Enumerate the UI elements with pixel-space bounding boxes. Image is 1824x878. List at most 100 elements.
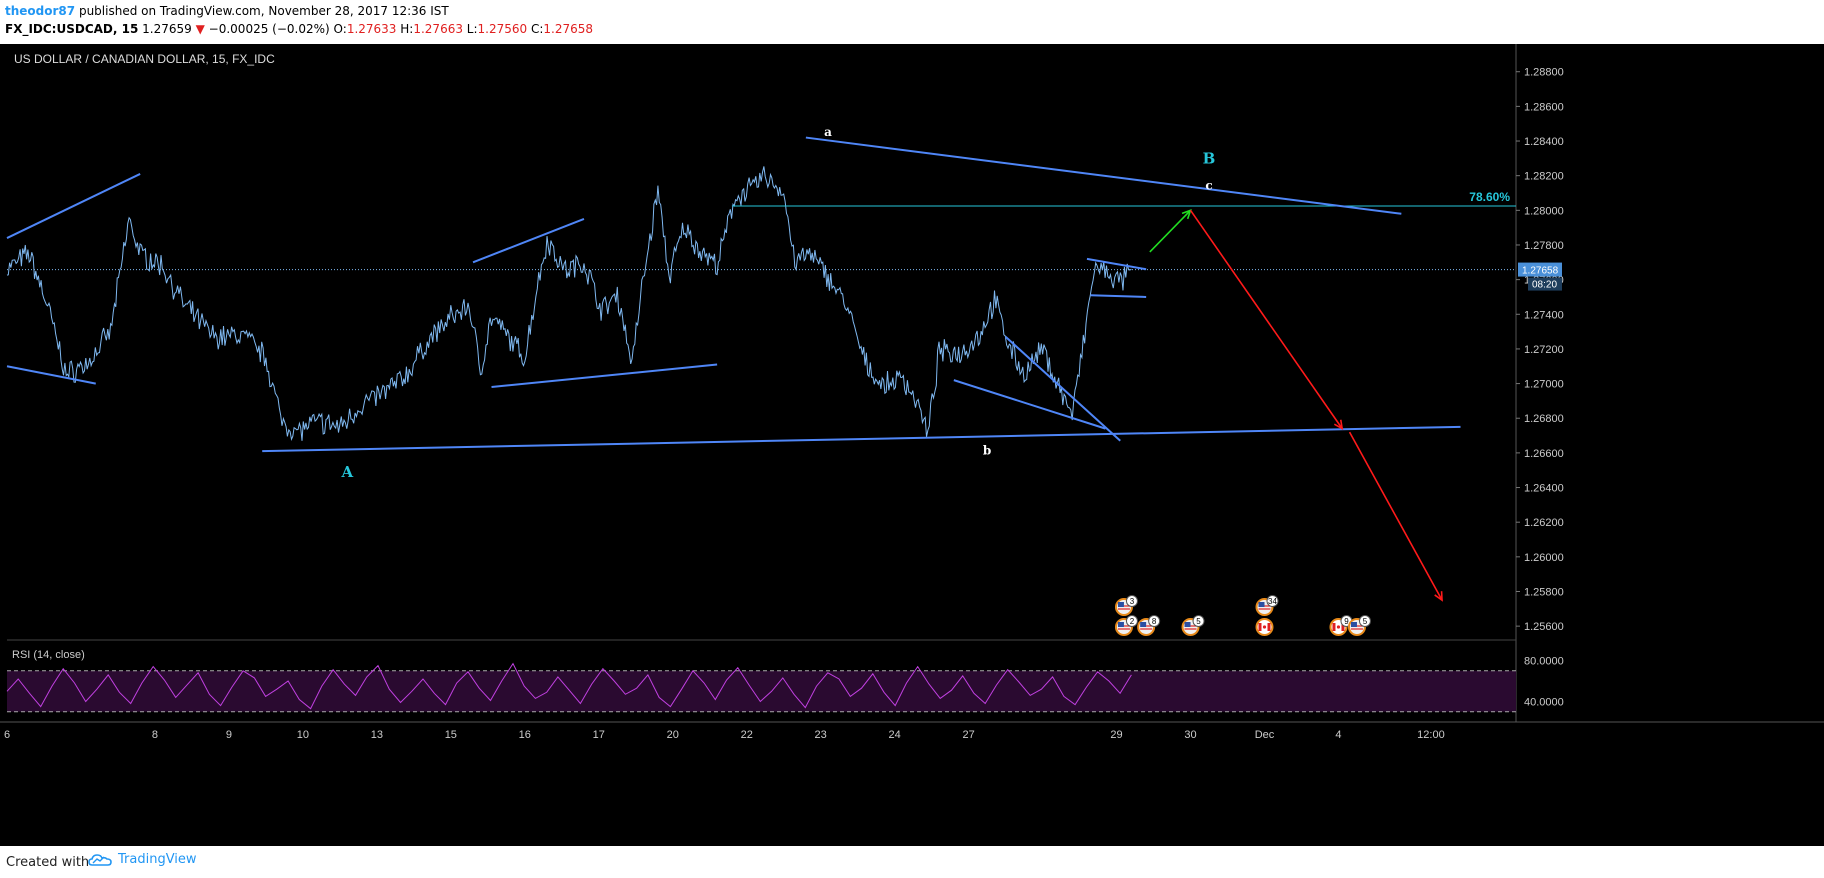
maple-leaf-icon [1336,625,1341,629]
red-arrow-1-head [1333,419,1344,431]
x-tick-label: 10 [297,729,309,741]
event-count-badge [1125,595,1138,607]
x-tick-label: 6 [4,729,10,741]
flag-band [1267,623,1271,631]
created-with-text: Created with [6,855,90,870]
footer: Created with TradingView [0,846,1824,878]
maple-leaf-icon [1262,625,1267,629]
y-tick-label: 1.26800 [1524,413,1564,425]
flag-band [1258,623,1262,631]
chart-canvas[interactable]: 1.28800 1.28600 1.28400 1.28200 1.28000 1.278… [0,44,1824,846]
high-value: 1.27663 [413,22,463,36]
x-tick-label: 9 [226,729,232,741]
green-arrow-shaft [1149,209,1192,253]
chart-title: US DOLLAR / CANADIAN DOLLAR, 15, FX_IDC [14,52,275,66]
rsi-line [6,662,1132,710]
wave-c-label: c [1205,179,1212,193]
event-count-badge [1192,615,1205,627]
rsi-tick-label: 80.0000 [1524,656,1564,668]
mid-channel-lower-line [491,363,718,389]
wave-b-label: b [983,444,991,458]
x-tick-label: 24 [889,729,901,741]
open-label: O: [333,22,347,36]
ohlc-info: FX_IDC:USDCAD, 15 1.27659 ▼ −0.00025 (−0… [5,22,593,36]
red-arrow-1-shaft [1189,209,1343,430]
flag-band [1341,623,1345,631]
y-tick-label: 1.27400 [1524,309,1564,321]
flag-band [1332,623,1336,631]
chart-background [0,44,1824,846]
event-count-badge [1125,615,1138,627]
event-count-label: 2 [1130,617,1135,626]
countdown-tag [1528,277,1562,291]
wave-a-label: a [824,125,832,139]
tradingview-brand-label: TradingView [118,852,197,867]
x-tick-label: 8 [152,729,158,741]
flag-upper-line [1086,257,1147,271]
event-count-badge [1358,615,1371,627]
event-count-badge [1148,615,1161,627]
y-tick-label: 1.27200 [1524,344,1564,356]
left-channel-lower-line [6,365,96,385]
event-marker: 5 [1347,615,1371,636]
open-value: 1.27633 [346,22,397,36]
event-count-label: 8 [1152,617,1157,626]
symbol-label: FX_IDC:USDCAD, 15 [5,22,139,36]
y-tick-label: 1.26200 [1524,517,1564,529]
low-label: L: [466,22,478,36]
flag-canton [1184,622,1191,627]
low-value: 1.27560 [477,22,528,36]
flag-canton [1140,622,1147,627]
event-count-label: 3 [1130,597,1135,606]
y-tick-label: 1.25600 [1524,621,1564,633]
wave-A-support-line [262,425,1461,453]
event-marker: 9 [1329,615,1353,636]
y-tick-label: 1.25800 [1524,586,1564,598]
wave-B-label: B [1203,150,1216,168]
author-link[interactable]: theodor87 [5,4,76,18]
event-marker: 3 [1114,595,1138,616]
x-tick-label: 4 [1335,729,1341,741]
publish-info: theodor87 published on TradingView.com, … [5,4,449,18]
event-marker: 34 [1255,595,1279,616]
y-tick-label: 1.26400 [1524,483,1564,495]
last-price-tag [1518,262,1562,277]
x-tick-label: 29 [1110,729,1122,741]
x-tick-label: 20 [667,729,679,741]
x-tick-label: 15 [445,729,457,741]
rsi-tick-label: 40.0000 [1524,697,1564,709]
event-marker: 2 [1114,615,1138,636]
event-marker: 5 [1181,615,1205,636]
publish-text: published on TradingView.com, November 2… [78,4,449,18]
y-tick-label: 1.28600 [1524,101,1564,113]
y-tick-label: 1.28800 [1524,67,1564,79]
flag-canton [1258,602,1265,607]
wave-B-resistance-line [805,136,1402,215]
red-arrow-2-shaft [1348,431,1443,601]
flag-canton [1117,622,1124,627]
x-tick-label: 16 [519,729,531,741]
x-tick-label: 22 [741,729,753,741]
rsi-pane: RSI (14, close) 80.0000 40.0000 [6,649,1564,713]
time-axis: 6 8 9 10 13 15 16 17 20 22 23 24 27 29 30 Dec 4 12:00 [0,721,1824,741]
y-tick-label: 1.26000 [1524,552,1564,564]
x-tick-label: 12:00 [1417,729,1445,741]
event-count-label: 9 [1344,617,1349,626]
close-value: 1.27658 [543,22,594,36]
x-tick-label: 27 [962,729,974,741]
y-tick-label: 1.27000 [1524,379,1564,391]
x-tick-label: 13 [371,729,383,741]
y-tick-label: 1.27800 [1524,240,1564,252]
flag-canton [1117,602,1124,607]
rsi-label: RSI (14, close) [12,649,85,661]
x-tick-label: 30 [1184,729,1196,741]
y-tick-label: 1.28200 [1524,171,1564,183]
event-marker [1255,618,1274,636]
chart-header: theodor87 published on TradingView.com, … [0,0,1824,44]
flag-lower-line [1090,294,1147,298]
event-marker: 8 [1137,615,1161,636]
tradingview-cloud-icon [88,853,112,866]
x-tick-label: 17 [593,729,605,741]
change-value: −0.00025 (−0.02%) [208,22,330,36]
tradingview-link[interactable]: TradingView [88,852,197,867]
